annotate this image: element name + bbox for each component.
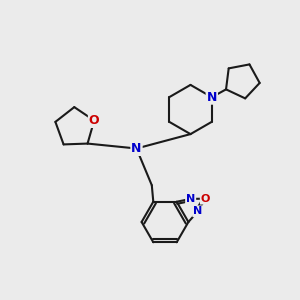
Text: O: O <box>201 194 210 204</box>
Text: N: N <box>193 206 203 216</box>
Text: N: N <box>207 91 217 104</box>
Text: N: N <box>131 142 142 155</box>
Text: N: N <box>186 194 195 204</box>
Text: O: O <box>89 114 100 127</box>
